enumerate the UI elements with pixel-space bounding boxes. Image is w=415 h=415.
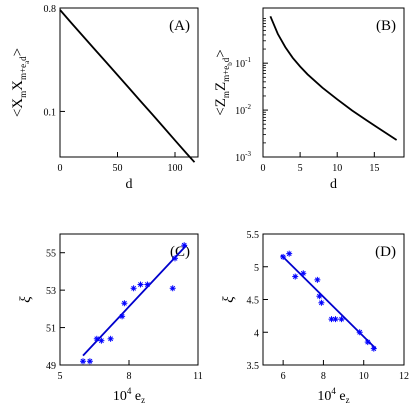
y-tick-label: 55 [46, 249, 56, 260]
y-tick-label: 49 [46, 361, 56, 372]
data-point [130, 285, 137, 292]
panel-b: 0 5 10 15 10-3 10-2 10-1 (B) d <ZmZm+ebd> [213, 7, 405, 192]
y-tick-label: 0.8 [44, 4, 57, 15]
data-point [300, 270, 307, 277]
data-point [98, 337, 105, 344]
fit-line [280, 254, 377, 350]
y-tick-label: 3.5 [247, 361, 260, 372]
data-point [318, 299, 325, 306]
y-axis-label: <XmXm+ead> [10, 48, 31, 117]
x-axis-label: d [126, 177, 133, 192]
x-tick-label: 10 [332, 163, 342, 174]
y-tick-label: 5 [254, 263, 259, 274]
data-point [356, 329, 363, 336]
x-tick-label: 11 [193, 371, 203, 382]
data-point [332, 316, 339, 323]
x-axis-label: 104 ez [113, 386, 145, 405]
series-line [59, 9, 196, 163]
y-tick-label: 51 [46, 324, 56, 335]
data-point [181, 242, 188, 249]
y-tick-label: 4.5 [247, 296, 260, 307]
data-point [364, 339, 371, 346]
data-point [121, 300, 128, 307]
x-tick-label: 12 [399, 371, 409, 382]
y-tick-label: 0.1 [44, 107, 57, 118]
data-point [137, 281, 144, 288]
panel-tag: (D) [375, 244, 396, 260]
x-tick-label: 0 [58, 163, 63, 174]
x-axis-label: 104 ez [317, 386, 349, 405]
x-tick-label: 50 [113, 163, 123, 174]
fit-line [82, 244, 188, 357]
x-tick-label: 6 [281, 371, 286, 382]
x-axis-label: d [330, 177, 337, 192]
plot-frame [262, 7, 405, 158]
y-axis-label: ξ [18, 296, 34, 303]
data-point [93, 335, 100, 342]
panel-a: 0 50 100 0.1 0.8 (A) d <XmXm+ead> [10, 4, 199, 192]
plot-frame [59, 7, 199, 158]
data-point [314, 276, 321, 283]
x-tick-label: 8 [321, 371, 326, 382]
data-point [338, 316, 345, 323]
y-axis-label: <ZmZm+ebd> [213, 49, 234, 115]
series-line [269, 15, 398, 141]
data-point [292, 273, 299, 280]
data-point [169, 285, 176, 292]
y-tick-label: 4 [254, 328, 259, 339]
data-point [80, 358, 86, 365]
data-point [172, 255, 178, 262]
y-tick-label: 10-2 [235, 103, 251, 117]
data-point [86, 358, 93, 365]
panel-d: 6 8 10 12 3.5 4 4.5 5 5.5 (D) 104 ez ξ [221, 230, 409, 405]
x-tick-label: 10 [359, 371, 369, 382]
x-tick-label: 5 [298, 163, 303, 174]
panel-tag: (A) [169, 18, 190, 34]
y-tick-label: 53 [46, 286, 56, 297]
y-axis-label: ξ [221, 296, 237, 303]
x-tick-label: 100 [168, 163, 183, 174]
x-tick-label: 8 [127, 371, 132, 382]
data-point [119, 313, 126, 320]
x-tick-label: 15 [369, 163, 379, 174]
data-point [144, 281, 151, 288]
panel-tag: (B) [376, 18, 396, 34]
x-tick-label: 0 [261, 163, 266, 174]
y-tick-label: 5.5 [247, 230, 260, 241]
data-point [286, 250, 293, 257]
y-tick-label: 10-3 [235, 150, 251, 164]
y-tick-label: 10-1 [235, 56, 251, 70]
data-point [107, 335, 114, 342]
data-point [280, 253, 287, 260]
x-tick-label: 5 [58, 371, 63, 382]
data-point [316, 293, 323, 300]
data-point [370, 345, 377, 352]
